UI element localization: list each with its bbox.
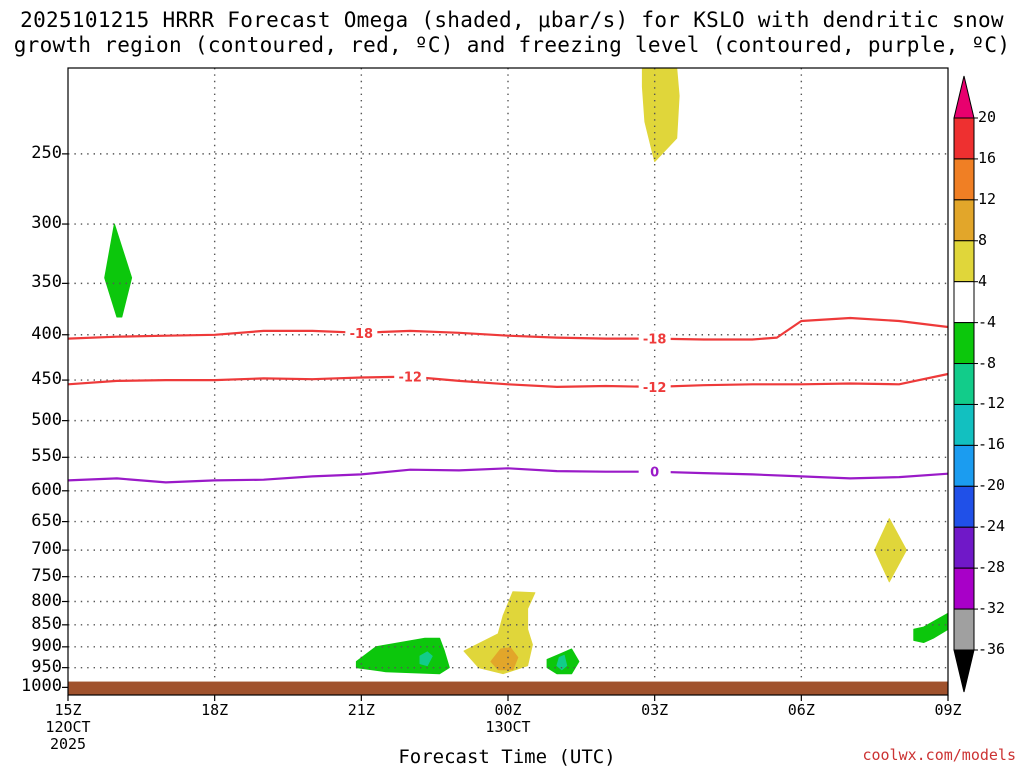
y-tick-label-600: 600 (31, 479, 62, 500)
y-tick-label-900: 900 (31, 635, 62, 656)
y-tick-label-400: 400 (31, 323, 62, 344)
colorbar-box-8 (953, 444, 975, 487)
contour-label-bg-dgz-minus18-0 (345, 324, 378, 341)
colorbar-label-1: 16 (978, 148, 997, 167)
credit-text: coolwx.com/models (862, 746, 1016, 764)
colorbar-label-8: -16 (978, 435, 1006, 454)
contour-label-bg-dgz-minus18-1 (638, 330, 671, 347)
colorbar-label-12: -32 (978, 599, 1006, 618)
y-tick-label-350: 350 (31, 272, 62, 293)
colorbar-bottom-arrow (953, 649, 975, 693)
colorbar-box-11 (953, 567, 975, 610)
omega-region-teal-core-low-left (419, 651, 433, 667)
contour-dgz-minus18 (67, 316, 949, 341)
colorbar-label-4: 4 (978, 271, 988, 290)
chart-title-line-1: 2025101215 HRRR Forecast Omega (shaded, … (20, 8, 1004, 32)
contour-freezing-level (67, 467, 949, 484)
y-tick-label-550: 550 (31, 446, 62, 467)
colorbar-label-3: 8 (978, 230, 988, 249)
colorbar-label-13: -36 (978, 640, 1006, 658)
omega-region-green-blob-low-left (355, 637, 450, 675)
colorbar-box-0 (953, 117, 975, 160)
plot-frame (67, 67, 949, 696)
x-axis-label: Forecast Time (UTC) (398, 746, 616, 768)
chart-title-line-2: growth region (contoured, red, ºC) and f… (13, 33, 1011, 57)
colorbar-label-11: -28 (978, 558, 1006, 577)
colorbar-box-3 (953, 240, 975, 283)
x-tick-label-3: 00Z 13OCT (485, 701, 531, 736)
colorbar-label-6: -8 (978, 353, 997, 372)
y-tick-label-650: 650 (31, 510, 62, 531)
contour-label-dgz-minus12-0: -12 (398, 371, 422, 386)
omega-region-orange-core-low (490, 647, 519, 671)
contour-dgz-minus12 (67, 372, 949, 388)
x-tick-label-0: 15Z 12OCT 2025 (45, 701, 91, 753)
x-tick-label-6: 09Z (934, 701, 962, 719)
colorbar-box-12 (953, 608, 975, 651)
x-tick-label-5: 06Z (787, 701, 815, 719)
colorbar-label-2: 12 (978, 189, 997, 208)
y-tick-label-700: 700 (31, 539, 62, 560)
colorbar-box-9 (953, 485, 975, 528)
y-tick-label-750: 750 (31, 565, 62, 586)
colorbar-box-5 (953, 322, 975, 365)
contour-label-dgz-minus12-1: -12 (643, 381, 667, 396)
colorbar-box-6 (953, 363, 975, 405)
contour-label-freezing-level-0: 0 (650, 466, 659, 481)
omega-region-teal-core-low-right (556, 654, 568, 671)
omega-region-yellow-blob-mid-right (874, 518, 907, 583)
x-tick-label-2: 21Z (347, 701, 375, 719)
colorbar-label-10: -24 (978, 517, 1006, 536)
contour-label-dgz-minus18-0: -18 (350, 327, 374, 342)
x-tick-label-1: 18Z (201, 701, 229, 719)
omega-region-green-blob-upper (104, 223, 133, 318)
colorbar-box-1 (953, 158, 975, 201)
omega-region-yellow-blob-top (641, 67, 680, 162)
colorbar-label-7: -12 (978, 394, 1006, 413)
contour-label-bg-dgz-minus12-0 (394, 368, 427, 385)
colorbar-box-4 (953, 281, 975, 324)
y-tick-label-450: 450 (31, 369, 62, 390)
contour-label-bg-dgz-minus12-1 (638, 378, 671, 395)
omega-region-green-blob-right (913, 612, 949, 643)
contour-label-dgz-minus18-1: -18 (643, 333, 667, 348)
omega-region-yellow-blob-low (463, 591, 536, 675)
y-tick-label-950: 950 (31, 656, 62, 677)
colorbar-label-5: -4 (978, 312, 997, 331)
x-tick-label-4: 03Z (641, 701, 669, 719)
colorbar-top-arrow (953, 75, 975, 119)
colorbar-label-0: 20 (978, 108, 997, 126)
y-tick-label-500: 500 (31, 409, 62, 430)
ground-surface-band (68, 681, 948, 695)
colorbar-box-7 (953, 403, 975, 446)
colorbar-box-2 (953, 199, 975, 242)
y-tick-label-1000: 1000 (21, 676, 62, 697)
colorbar-box-10 (953, 526, 975, 569)
y-tick-label-850: 850 (31, 613, 62, 634)
y-tick-label-300: 300 (31, 213, 62, 234)
colorbar-label-9: -20 (978, 476, 1006, 495)
y-tick-label-800: 800 (31, 590, 62, 611)
y-tick-label-250: 250 (31, 142, 62, 163)
contour-label-bg-freezing-level-0 (638, 463, 671, 480)
